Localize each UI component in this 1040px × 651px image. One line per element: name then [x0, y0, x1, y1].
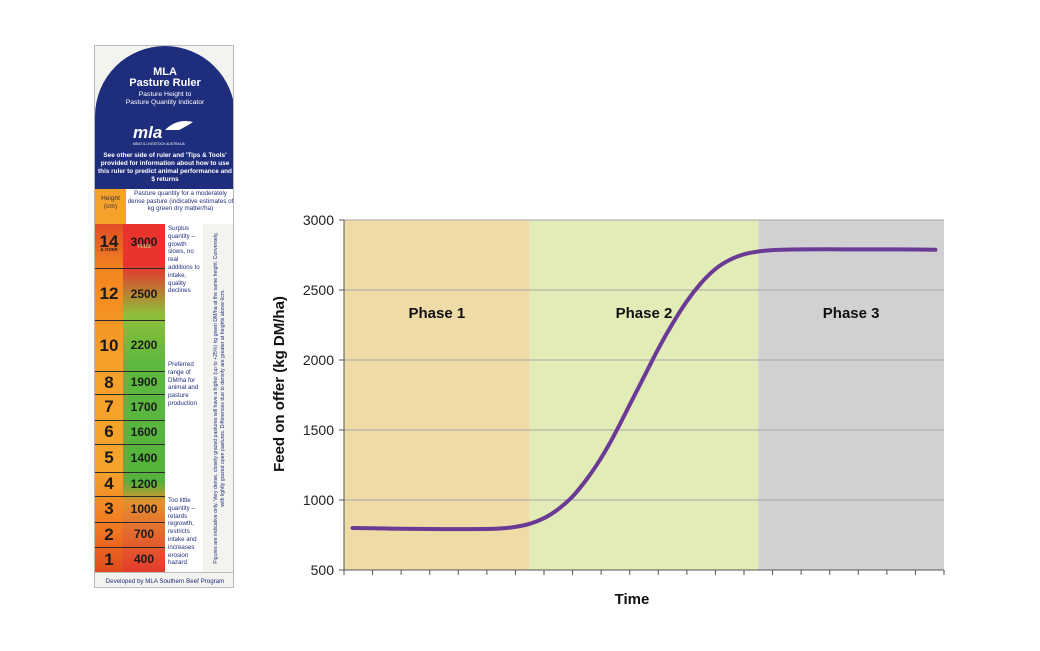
y-tick-label: 1500: [303, 422, 334, 438]
ruler-quantity-value: 3000: [130, 234, 158, 249]
ruler-column-headers: Height (cm) Pasture quantity for a moder…: [95, 189, 234, 224]
mla-logo-subtext: MEAT & LIVESTOCK AUSTRALIA: [133, 142, 186, 146]
y-tick-label: 2500: [303, 282, 334, 298]
y-tick-label: 2000: [303, 352, 334, 368]
desc-preferred: Preferred range of DM/ha for animal and …: [168, 361, 199, 407]
ruler-quantity-note: PLUS: [137, 244, 151, 250]
vertical-note: Figures are indicative only. Very dense,…: [206, 224, 233, 572]
phase-band-3: [758, 220, 944, 570]
phase-bands: Phase 1 Phase 2 Phase 3: [344, 220, 944, 570]
quantity-color-band: [123, 224, 165, 572]
mla-logo-icon: mla MEAT & LIVESTOCK AUSTRALIA: [133, 121, 193, 146]
mla-logo-text: mla: [133, 123, 162, 142]
ruler-quantity-value: 1600: [130, 424, 158, 439]
ruler-scale: 14 & OVER 3000 PLUS 12 2500 10 2200 8 1900 7 1700 6 1…: [95, 224, 233, 572]
y-tick-label: 1000: [303, 492, 334, 508]
series-line-1: [350, 247, 938, 532]
phase-band-1: [344, 220, 530, 570]
quantity-column-header: Pasture quantity for a moderately dense …: [127, 190, 234, 213]
ruler-row-divider: [95, 547, 165, 548]
phase-label-2: Phase 2: [616, 305, 673, 322]
height-column-header: Height (cm): [95, 189, 126, 224]
desc-too-little: Too little quantity – retards regrowth, …: [168, 497, 197, 567]
description-column: [165, 224, 203, 572]
ruler-quantity-value: 1900: [130, 375, 158, 389]
ruler-quantity-value: 700: [133, 527, 155, 541]
ruler-row-divider: [95, 420, 165, 421]
y-tick-label: 500: [311, 562, 335, 578]
ruler-subtitle-line2: Pasture Quantity Indicator: [125, 99, 205, 106]
ruler-row-divider: [95, 522, 165, 523]
phase-label-3: Phase 3: [823, 305, 880, 322]
mla-logo: mla MEAT & LIVESTOCK AUSTRALIA: [127, 116, 203, 148]
feed-on-offer-chart: Phase 1 Phase 2 Phase 3 500 1000 1500 2000 250…: [271, 212, 945, 608]
ruler-row-divider: [95, 444, 165, 445]
phase-label-1: Phase 1: [408, 305, 465, 322]
ruler-row-divider: [95, 472, 165, 473]
ruler-row-divider: [95, 320, 165, 321]
ruler-height-value: 1: [104, 549, 114, 569]
ruler-quantity-value: 1000: [130, 501, 158, 516]
axes: 500 1000 1500 2000 2500 3000: [303, 212, 945, 578]
ruler-height-value: 5: [104, 448, 114, 467]
ruler-quantity-value: 2200: [130, 338, 158, 352]
y-tick-label: 3000: [303, 212, 334, 228]
ruler-height-value: 3: [104, 499, 114, 518]
vertical-note-text: Figures are indicative only. Very dense,…: [212, 232, 226, 564]
ruler-height-value: 8: [104, 372, 114, 392]
ruler-quantity-value: 1700: [130, 399, 158, 414]
ruler-height-note: & OVER: [100, 247, 118, 252]
ruler-footer: Developed by MLA Southern Beef Program: [95, 572, 233, 587]
ruler-title-line2: Pasture Ruler: [129, 77, 201, 89]
phase-band-2: [529, 220, 759, 570]
pasture-ruler: MLA Pasture Ruler Pasture Height to Past…: [94, 45, 234, 588]
ruler-header: MLA Pasture Ruler Pasture Height to Past…: [95, 46, 233, 192]
ruler-quantity-value: 1400: [130, 450, 158, 465]
x-axis-title: Time: [615, 591, 650, 608]
ruler-height-value: 12: [99, 284, 119, 303]
series-layer: [350, 247, 938, 532]
ruler-height-value: 14: [99, 232, 119, 251]
desc-surplus: Surplus quantity – growth slows, no real…: [168, 225, 200, 295]
ruler-height-value: 4: [104, 474, 114, 493]
y-axis-title: Feed on offer (kg DM/ha): [271, 296, 288, 472]
ruler-row-divider: [95, 371, 165, 372]
ruler-row-divider: [95, 268, 165, 269]
ruler-height-value: 7: [104, 397, 114, 416]
ruler-title-line1: MLA: [153, 66, 177, 78]
ruler-quantity-value: 2500: [130, 286, 158, 301]
grid-lines: [344, 219, 944, 501]
ruler-info-text: See other side of ruler and 'Tips & Tool…: [98, 152, 232, 183]
ruler-height-value: 6: [104, 422, 114, 441]
ruler-row-divider: [95, 496, 165, 497]
ruler-row-divider: [95, 394, 165, 395]
ruler-quantity-value: 400: [133, 552, 155, 566]
ruler-quantity-value: 1200: [130, 476, 158, 491]
note-column: [204, 224, 233, 572]
ruler-subtitle-line1: Pasture Height to: [138, 91, 192, 98]
ruler-height-value: 10: [99, 335, 119, 355]
height-color-band: [95, 224, 123, 572]
ruler-height-value: 2: [104, 524, 114, 544]
